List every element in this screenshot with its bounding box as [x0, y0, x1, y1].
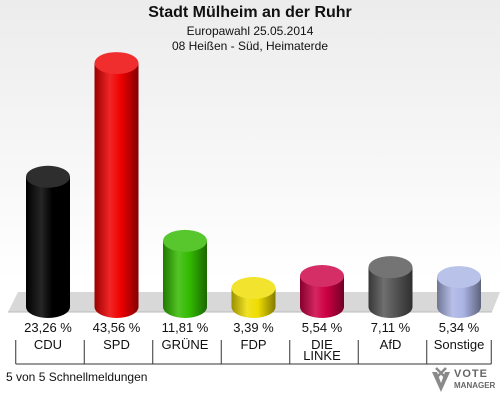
- value-label: 5,54 %: [302, 320, 343, 335]
- bar-top: [368, 256, 413, 279]
- bar-top: [437, 266, 481, 289]
- chart-district: 08 Heißen - Süd, Heimaterde: [171, 39, 329, 53]
- category-label: GRÜNE: [162, 337, 209, 352]
- chart-subtitle: Europawahl 25.05.2014: [186, 24, 314, 38]
- vote-manager-logo: VOTE MANAGER: [430, 366, 498, 396]
- category-label: DIE: [311, 337, 333, 352]
- value-label: 23,26 %: [24, 320, 72, 335]
- chart-title: Stadt Mülheim an der Ruhr: [148, 4, 352, 21]
- bar-spd: [94, 63, 139, 319]
- category-label: Sonstige: [434, 337, 485, 352]
- bar-top: [163, 229, 207, 252]
- category-label: CDU: [34, 337, 62, 352]
- value-label: 7,11 %: [371, 320, 411, 335]
- footer-status: 5 von 5 Schnellmeldungen: [6, 370, 148, 384]
- category-label: SPD: [103, 337, 130, 352]
- logo-text-vote: VOTE: [454, 368, 488, 380]
- bar-gr-ne: [163, 240, 207, 318]
- category-label: AfD: [380, 337, 402, 352]
- logo-text-manager: MANAGER: [454, 381, 496, 390]
- bar-sonstige: [437, 277, 481, 318]
- value-label: 43,56 %: [93, 320, 141, 335]
- value-label: 5,34 %: [439, 320, 480, 335]
- logo-icon: [432, 367, 450, 392]
- bar-top: [94, 52, 139, 75]
- bar-die-linke: [300, 275, 344, 318]
- value-label: 11,81 %: [162, 320, 209, 335]
- bar-top: [231, 277, 276, 300]
- bar-cdu: [26, 176, 70, 318]
- bar-afd: [368, 267, 413, 318]
- category-label: LINKE: [303, 348, 341, 363]
- category-label: FDP: [241, 337, 267, 352]
- bar-top: [26, 165, 70, 188]
- value-label: 3,39 %: [233, 320, 274, 335]
- bar-top: [300, 264, 344, 287]
